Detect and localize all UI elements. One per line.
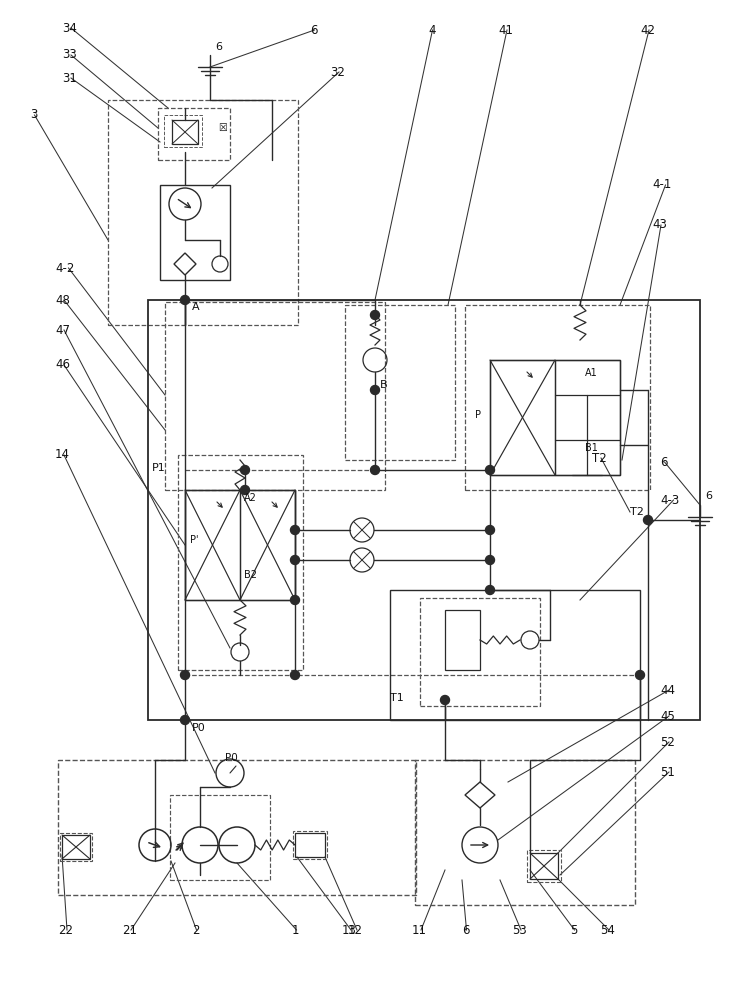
Circle shape <box>644 516 652 524</box>
Bar <box>293 831 327 859</box>
Text: 12: 12 <box>348 924 363 936</box>
Circle shape <box>485 526 494 534</box>
Text: 11: 11 <box>412 924 427 936</box>
Bar <box>555 360 620 475</box>
Bar <box>490 360 555 475</box>
Text: 3: 3 <box>30 108 38 121</box>
Bar <box>58 760 416 895</box>
Text: 13: 13 <box>342 924 357 936</box>
Text: 6: 6 <box>705 491 712 501</box>
Text: 6: 6 <box>215 42 222 52</box>
Circle shape <box>290 526 299 534</box>
Text: 33: 33 <box>62 48 76 62</box>
Bar <box>345 305 455 460</box>
Text: T1: T1 <box>390 693 404 703</box>
Text: B: B <box>380 380 388 390</box>
Circle shape <box>440 696 449 704</box>
Text: 54: 54 <box>600 924 615 936</box>
Text: 34: 34 <box>62 21 76 34</box>
Circle shape <box>181 296 190 304</box>
Text: 2: 2 <box>192 924 200 936</box>
Text: 4-2: 4-2 <box>55 261 74 274</box>
Text: 45: 45 <box>660 710 675 722</box>
Circle shape <box>290 556 299 564</box>
Circle shape <box>181 670 190 680</box>
Text: 52: 52 <box>660 736 675 748</box>
Text: T2: T2 <box>592 452 607 464</box>
Circle shape <box>635 670 644 680</box>
Bar <box>530 853 558 879</box>
Bar <box>295 833 325 857</box>
Text: T2: T2 <box>630 507 644 517</box>
Bar <box>158 108 230 160</box>
Text: 41: 41 <box>498 23 513 36</box>
Circle shape <box>485 585 494 594</box>
Text: 6: 6 <box>462 924 470 936</box>
Bar <box>490 360 620 475</box>
Text: 53: 53 <box>512 924 526 936</box>
Circle shape <box>370 466 380 475</box>
Text: 51: 51 <box>660 766 675 778</box>
Bar <box>185 490 295 600</box>
Text: P': P' <box>190 535 199 545</box>
Text: B2: B2 <box>244 570 257 580</box>
Circle shape <box>370 310 380 320</box>
Text: B1: B1 <box>585 443 598 453</box>
Bar <box>178 455 303 670</box>
Bar <box>420 598 540 706</box>
Text: 31: 31 <box>62 72 76 85</box>
Bar <box>465 305 650 490</box>
Text: 6: 6 <box>310 23 317 36</box>
Text: A: A <box>192 302 200 312</box>
Text: P0: P0 <box>192 723 206 733</box>
Text: 43: 43 <box>652 219 667 232</box>
Text: A1: A1 <box>585 368 598 378</box>
Text: 4-3: 4-3 <box>660 493 680 506</box>
Bar <box>60 833 92 861</box>
Text: P1: P1 <box>152 463 166 473</box>
Text: ☒: ☒ <box>218 123 226 133</box>
Bar <box>445 610 480 670</box>
Circle shape <box>241 486 250 494</box>
Bar <box>415 760 635 905</box>
Bar <box>240 490 295 600</box>
Text: P: P <box>475 410 481 420</box>
Bar <box>172 120 198 144</box>
Bar <box>148 300 700 720</box>
Text: 48: 48 <box>55 294 70 306</box>
Circle shape <box>290 595 299 604</box>
Circle shape <box>290 670 299 680</box>
Bar <box>160 185 230 280</box>
Circle shape <box>181 716 190 724</box>
Text: 1: 1 <box>292 924 299 936</box>
Bar <box>185 490 240 600</box>
Text: 22: 22 <box>58 924 73 936</box>
Bar <box>170 795 270 880</box>
Text: 42: 42 <box>640 23 655 36</box>
Text: 47: 47 <box>55 324 70 336</box>
Bar <box>390 590 640 720</box>
Text: 6: 6 <box>660 456 668 468</box>
Bar <box>527 850 561 882</box>
Circle shape <box>485 466 494 475</box>
Circle shape <box>485 556 494 564</box>
Bar <box>108 100 298 325</box>
Text: P0: P0 <box>225 753 238 763</box>
Text: 4: 4 <box>428 23 436 36</box>
Circle shape <box>241 466 250 475</box>
Text: 5: 5 <box>570 924 578 936</box>
Text: 21: 21 <box>122 924 137 936</box>
Circle shape <box>370 385 380 394</box>
Polygon shape <box>465 782 495 808</box>
Bar <box>62 835 90 859</box>
Text: 44: 44 <box>660 684 675 696</box>
Text: A2: A2 <box>244 493 256 503</box>
Polygon shape <box>174 253 196 275</box>
Text: 14: 14 <box>55 448 70 462</box>
Bar <box>165 302 385 490</box>
Text: 4-1: 4-1 <box>652 178 671 192</box>
Text: 32: 32 <box>330 66 345 79</box>
Text: 46: 46 <box>55 359 70 371</box>
Bar <box>164 115 202 147</box>
